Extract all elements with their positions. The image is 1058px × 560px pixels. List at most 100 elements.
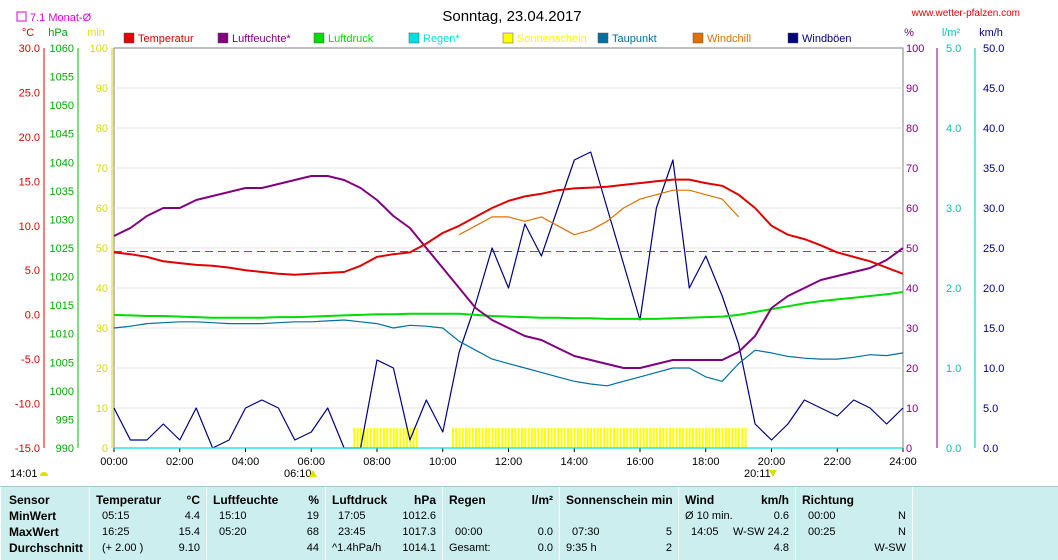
sunset-icon [769, 470, 777, 477]
sunshine-bar [481, 428, 484, 448]
sunshine-bar [507, 428, 510, 448]
pressure-tick-label: 1050 [50, 100, 74, 112]
stats-hum-avg-value: 44 [306, 542, 319, 554]
sunshine-bar [665, 428, 668, 448]
stats-wind-max-dir: W-SW [733, 526, 765, 538]
humidity-line [113, 175, 904, 369]
temp-tick-label: 30.0 [19, 43, 40, 55]
stats-rain-max-value: 0.0 [537, 526, 553, 538]
wind-tick-label: 35.0 [983, 163, 1004, 175]
stats-press-min-time: 17:05 [338, 510, 366, 522]
sunshine-bar [534, 428, 537, 448]
sun-tick-label: 90 [96, 83, 108, 95]
percent-tick-label: 20 [906, 363, 918, 375]
stats-col-sun: Sonnenschein min 07:30 5 9:35 h 2 [559, 487, 678, 560]
sunshine-bar [632, 428, 635, 448]
stats-col-pressure: Luftdruck hPa 17:05 1012.6 23:45 1017.3 … [325, 487, 442, 560]
sunshine-bar [560, 428, 563, 448]
stats-rain-total-label: Gesamt: [449, 542, 491, 554]
sunshine-bar [642, 428, 645, 448]
pressure-tick-label: 1025 [50, 243, 74, 255]
sunshine-bar [721, 428, 724, 448]
x-tick-label: 12:00 [495, 456, 523, 468]
wind-tick-label: 20.0 [983, 283, 1004, 295]
dewpoint-line [113, 319, 904, 387]
wind-tick-label: 15.0 [983, 323, 1004, 335]
sunshine-bar [451, 428, 454, 448]
pressure-tick-label: 1035 [50, 186, 74, 198]
temperature-line [113, 178, 904, 276]
x-tick-label: 02:00 [166, 456, 194, 468]
sunshine-bar [655, 428, 658, 448]
stats-row-label: MinWert [9, 509, 57, 523]
rain-tick-label: 5.0 [946, 43, 961, 55]
weather-chart: Sonntag, 23.04.2017 www.wetter-pfalzen.c… [10, 8, 1020, 480]
sunshine-bar [399, 428, 402, 448]
sunshine-bar [504, 428, 507, 448]
sunshine-bar [714, 428, 717, 448]
sunshine-bar [688, 428, 691, 448]
sunshine-bar [524, 428, 527, 448]
sunshine-bar [599, 428, 602, 448]
stats-header-sun: Sonnenschein min [566, 493, 673, 507]
sunshine-bar [741, 428, 744, 448]
sunshine-bar [639, 428, 642, 448]
pressure-tick-label: 1045 [50, 129, 74, 141]
x-tick-label: 06:00 [297, 456, 325, 468]
sunshine-bar [724, 428, 727, 448]
stats-temp-min-time: 05:15 [102, 510, 130, 522]
sunshine-bar [668, 428, 671, 448]
stats-press-avg-value: 1014.1 [402, 542, 436, 554]
sunshine-bar [672, 428, 675, 448]
sunshine-bar [616, 428, 619, 448]
sun-unit-label: min [87, 27, 105, 39]
sunshine-bar [570, 428, 573, 448]
stats-row-label: MaxWert [9, 525, 59, 539]
wind-tick-label: 50.0 [983, 43, 1004, 55]
percent-tick-label: 30 [906, 323, 918, 335]
wind-tick-label: 10.0 [983, 363, 1004, 375]
wind-tick-label: 5.0 [983, 403, 998, 415]
sun-tick-label: 40 [96, 283, 108, 295]
stats-hum-max-value: 68 [306, 526, 319, 538]
stats-wind-max-value: 24.2 [767, 526, 789, 538]
sunshine-bar [606, 428, 609, 448]
sunshine-bar [576, 428, 579, 448]
site-url[interactable]: www.wetter-pfalzen.com [911, 8, 1020, 19]
sunshine-bar [609, 428, 612, 448]
sunshine-bar [491, 428, 494, 448]
sunshine-bar [695, 428, 698, 448]
percent-tick-label: 100 [906, 43, 924, 55]
stats-wind-max-time: 14:05 [691, 526, 719, 538]
sunshine-bar [396, 428, 399, 448]
sunshine-bar [734, 428, 737, 448]
sunshine-bar [728, 428, 731, 448]
stats-hum-max-time: 05:20 [219, 526, 247, 538]
sun-tick-label: 50 [96, 243, 108, 255]
sunshine-bar [682, 428, 685, 448]
sunshine-bar [540, 428, 543, 448]
sunshine-bar [649, 428, 652, 448]
sunshine-bar [629, 428, 632, 448]
sunshine-bar [501, 428, 504, 448]
temp-tick-label: -5.0 [21, 354, 40, 366]
sunshine-bar [547, 428, 550, 448]
stats-dir-min-value: N [898, 510, 906, 522]
stats-col-blank [912, 487, 1058, 560]
percent-tick-label: 90 [906, 83, 918, 95]
sun-tick-label: 10 [96, 403, 108, 415]
sunshine-bar [731, 428, 734, 448]
wind-tick-label: 45.0 [983, 83, 1004, 95]
sunshine-bar [530, 428, 533, 448]
sunshine-bar [392, 428, 395, 448]
sunshine-bar [537, 428, 540, 448]
sunshine-bar [488, 428, 491, 448]
pressure-tick-label: 1010 [50, 329, 74, 341]
sunshine-bar [645, 428, 648, 448]
sunshine-bar [583, 428, 586, 448]
sunshine-bar [376, 428, 379, 448]
sunshine-bar [691, 428, 694, 448]
rain-tick-label: 0.0 [946, 443, 961, 455]
sunrise-label: 06:10 [284, 468, 312, 480]
sunshine-bar [478, 428, 481, 448]
